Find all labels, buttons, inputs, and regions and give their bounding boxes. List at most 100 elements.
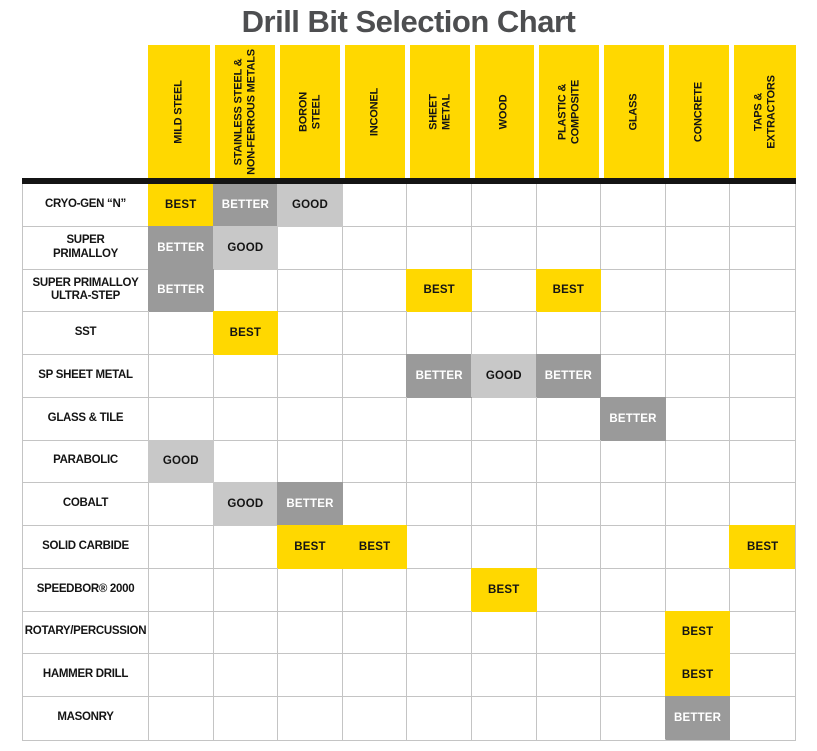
column-header-label: GLASS (627, 93, 640, 130)
empty-cell (665, 184, 731, 227)
rating-cell-best: BEST (730, 526, 795, 569)
empty-cell (343, 697, 408, 740)
empty-cell (536, 654, 602, 697)
empty-cell (665, 226, 731, 270)
empty-cell (278, 568, 343, 612)
empty-cell (601, 312, 666, 355)
header-divider-bar (22, 178, 796, 184)
empty-cell (213, 397, 279, 441)
row-label: COBALT (23, 483, 149, 526)
row-label: PARABOLIC (23, 440, 149, 484)
empty-cell (149, 697, 214, 740)
rating-cell-better: BETTER (149, 226, 214, 270)
empty-cell (278, 269, 343, 313)
empty-cell (730, 227, 795, 270)
rating-cell-best: BEST (407, 269, 472, 313)
empty-cell (407, 654, 472, 697)
empty-cell (730, 398, 795, 441)
column-header-background: PLASTIC & COMPOSITE (539, 45, 600, 178)
empty-cell (665, 568, 731, 612)
empty-cell (407, 226, 472, 270)
empty-cell (342, 184, 408, 227)
rating-cell-better: BETTER (213, 184, 279, 227)
empty-cell (665, 440, 731, 484)
empty-cell (601, 226, 666, 270)
rating-cell-best: BEST (213, 312, 279, 355)
empty-cell (407, 440, 472, 484)
empty-cell (213, 355, 279, 398)
empty-cell (149, 397, 214, 441)
rating-cell-good: GOOD (213, 226, 279, 270)
empty-cell (278, 611, 343, 655)
empty-cell (213, 440, 279, 484)
empty-cell (601, 355, 666, 398)
empty-cell (601, 568, 666, 612)
empty-cell (213, 269, 279, 313)
empty-cell (601, 697, 666, 740)
empty-cell (601, 526, 666, 569)
row-label: SST (23, 312, 149, 355)
empty-cell (730, 270, 795, 313)
empty-cell (278, 226, 343, 270)
empty-cell (665, 312, 731, 355)
column-header-label: CONCRETE (692, 81, 705, 142)
empty-cell (730, 355, 795, 398)
column-header: MILD STEEL (148, 45, 213, 178)
empty-cell (536, 184, 602, 227)
empty-cell (342, 269, 408, 313)
selection-matrix-table: MILD STEEL STAINLESS STEEL & NON-FERROUS … (22, 45, 796, 741)
row-label: SP SHEET METAL (23, 355, 149, 398)
empty-cell (342, 355, 408, 398)
empty-cell (471, 654, 537, 697)
column-header-background: WOOD (474, 45, 535, 178)
empty-cell (149, 654, 214, 697)
empty-cell (730, 483, 795, 526)
column-header-label: SHEET METAL (426, 93, 452, 130)
empty-cell (471, 269, 537, 313)
column-header-label: STAINLESS STEEL & NON-FERROUS METALS (232, 48, 258, 175)
empty-cell (342, 226, 408, 270)
empty-cell (471, 397, 537, 441)
material-header-row: MILD STEEL STAINLESS STEEL & NON-FERROUS … (22, 45, 796, 178)
row-label: SUPER PRIMALLOY (23, 226, 149, 270)
empty-cell (601, 483, 666, 526)
column-header-label: PLASTIC & COMPOSITE (556, 79, 582, 144)
column-header: INCONEL (342, 45, 407, 178)
empty-cell (471, 312, 537, 355)
column-header: CONCRETE (666, 45, 731, 178)
empty-cell (601, 184, 666, 227)
rating-cell-better: BETTER (536, 355, 602, 398)
empty-cell (214, 697, 279, 740)
empty-cell (601, 440, 666, 484)
empty-cell (342, 654, 408, 697)
empty-cell (730, 569, 795, 612)
empty-cell (471, 184, 537, 227)
row-label: CRYO-GEN “N” (23, 184, 149, 227)
row-label: ROTARY/PERCUSSION (23, 611, 149, 655)
empty-cell (536, 312, 602, 355)
column-header-background: STAINLESS STEEL & NON-FERROUS METALS (215, 45, 276, 178)
column-header-label: BORON STEEL (297, 91, 322, 132)
empty-cell (472, 697, 537, 740)
column-header: TAPS & EXTRACTORS (731, 45, 796, 178)
column-header: PLASTIC & COMPOSITE (537, 45, 602, 178)
rating-cell-best: BEST (536, 269, 602, 313)
empty-cell (278, 355, 343, 398)
empty-cell (407, 312, 472, 355)
empty-cell (149, 526, 214, 569)
empty-cell (471, 483, 537, 526)
empty-cell (601, 611, 666, 655)
row-label: SUPER PRIMALLOY ULTRA-STEP (23, 269, 149, 313)
empty-cell (342, 312, 408, 355)
empty-cell (149, 611, 214, 655)
rating-cell-best: BEST (278, 526, 343, 569)
empty-cell (407, 568, 472, 612)
row-label: SOLID CARBIDE (23, 526, 149, 569)
header-spacer (22, 45, 148, 178)
empty-cell (730, 612, 795, 655)
rating-cell-best: BEST (342, 526, 408, 569)
empty-cell (149, 312, 214, 355)
column-header-label: MILD STEEL (172, 79, 185, 144)
empty-cell (730, 312, 795, 355)
empty-cell (665, 483, 731, 526)
